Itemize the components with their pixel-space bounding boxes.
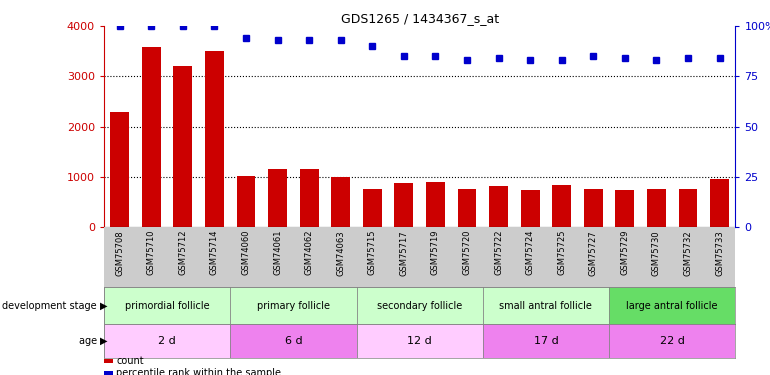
Text: secondary follicle: secondary follicle <box>377 301 462 310</box>
Bar <box>521 190 540 227</box>
Bar <box>110 111 129 227</box>
Bar <box>300 169 319 227</box>
Text: 17 d: 17 d <box>534 336 558 346</box>
Text: development stage: development stage <box>2 301 100 310</box>
Title: GDS1265 / 1434367_s_at: GDS1265 / 1434367_s_at <box>340 12 499 25</box>
Text: 2 d: 2 d <box>158 336 176 346</box>
Text: 22 d: 22 d <box>660 336 685 346</box>
Bar <box>357 287 483 324</box>
Text: count: count <box>116 356 144 366</box>
Text: GSM75715: GSM75715 <box>368 230 377 275</box>
Bar <box>205 51 224 227</box>
Text: GSM74063: GSM74063 <box>336 230 345 276</box>
Bar <box>647 189 666 227</box>
Text: percentile rank within the sample: percentile rank within the sample <box>116 368 281 375</box>
Bar <box>584 189 603 227</box>
Bar <box>678 189 698 227</box>
Bar <box>710 179 729 227</box>
Text: GSM75714: GSM75714 <box>210 230 219 275</box>
Text: 6 d: 6 d <box>285 336 302 346</box>
Text: GSM75729: GSM75729 <box>621 230 629 275</box>
Text: GSM75727: GSM75727 <box>589 230 598 276</box>
Bar <box>426 182 445 227</box>
Text: 12 d: 12 d <box>407 336 432 346</box>
Bar <box>230 287 357 324</box>
Text: GSM74062: GSM74062 <box>305 230 313 275</box>
Text: GSM75724: GSM75724 <box>526 230 534 275</box>
Text: GSM75719: GSM75719 <box>431 230 440 275</box>
Bar <box>489 186 508 227</box>
Text: large antral follicle: large antral follicle <box>627 301 718 310</box>
Text: GSM75720: GSM75720 <box>463 230 471 275</box>
Text: GSM75708: GSM75708 <box>116 230 124 276</box>
Bar <box>552 185 571 227</box>
Text: GSM75722: GSM75722 <box>494 230 503 275</box>
Bar <box>394 183 413 227</box>
Text: ▶: ▶ <box>100 336 108 346</box>
Text: GSM75710: GSM75710 <box>147 230 156 275</box>
Bar <box>363 189 382 227</box>
Text: GSM75725: GSM75725 <box>557 230 566 275</box>
Bar <box>609 287 735 324</box>
Text: primary follicle: primary follicle <box>257 301 330 310</box>
Text: GSM75717: GSM75717 <box>400 230 408 276</box>
Bar <box>609 324 735 358</box>
Bar <box>230 324 357 358</box>
Text: GSM74060: GSM74060 <box>242 230 250 275</box>
Bar <box>357 324 483 358</box>
Text: ▶: ▶ <box>100 301 108 310</box>
Bar <box>483 324 609 358</box>
Bar <box>236 176 256 227</box>
Bar <box>483 287 609 324</box>
Text: GSM75730: GSM75730 <box>652 230 661 276</box>
Text: GSM75732: GSM75732 <box>684 230 692 276</box>
Bar <box>104 324 230 358</box>
Bar <box>457 189 477 227</box>
Bar <box>331 177 350 227</box>
Bar <box>142 47 161 227</box>
Bar <box>615 190 634 227</box>
Text: GSM75733: GSM75733 <box>715 230 724 276</box>
Text: GSM74061: GSM74061 <box>273 230 282 275</box>
Text: small antral follicle: small antral follicle <box>500 301 592 310</box>
Text: GSM75712: GSM75712 <box>179 230 187 275</box>
Bar <box>104 287 230 324</box>
Text: primordial follicle: primordial follicle <box>125 301 209 310</box>
Bar <box>173 66 192 227</box>
Text: age: age <box>79 336 100 346</box>
Bar <box>268 169 287 227</box>
